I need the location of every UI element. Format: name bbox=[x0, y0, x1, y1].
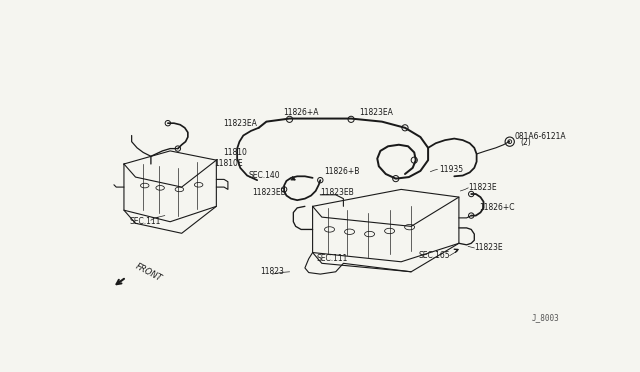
Text: SEC.111: SEC.111 bbox=[316, 254, 348, 263]
Text: 11935: 11935 bbox=[439, 165, 463, 174]
Text: FRONT: FRONT bbox=[134, 262, 164, 283]
Text: SEC.111: SEC.111 bbox=[129, 217, 161, 226]
Circle shape bbox=[508, 141, 510, 142]
Text: 11810E: 11810E bbox=[214, 160, 243, 169]
Text: 11823EB: 11823EB bbox=[252, 188, 285, 197]
Text: 081A6-6121A: 081A6-6121A bbox=[515, 132, 566, 141]
Text: 11823E: 11823E bbox=[474, 243, 503, 253]
Text: 11823EA: 11823EA bbox=[223, 119, 257, 128]
Text: 11826+C: 11826+C bbox=[479, 203, 515, 212]
Text: J_8003: J_8003 bbox=[531, 313, 559, 322]
Text: (2): (2) bbox=[520, 138, 531, 147]
Text: 11826+A: 11826+A bbox=[284, 108, 319, 117]
Text: SEC.165: SEC.165 bbox=[418, 251, 450, 260]
Text: 11823EA: 11823EA bbox=[359, 108, 393, 117]
Text: SEC.140: SEC.140 bbox=[248, 171, 280, 180]
Text: 11826+B: 11826+B bbox=[324, 167, 360, 176]
Text: 11810: 11810 bbox=[223, 148, 247, 157]
Text: 11823E: 11823E bbox=[468, 183, 497, 192]
Text: 11823EB: 11823EB bbox=[320, 188, 354, 197]
Text: 11823: 11823 bbox=[260, 267, 285, 276]
